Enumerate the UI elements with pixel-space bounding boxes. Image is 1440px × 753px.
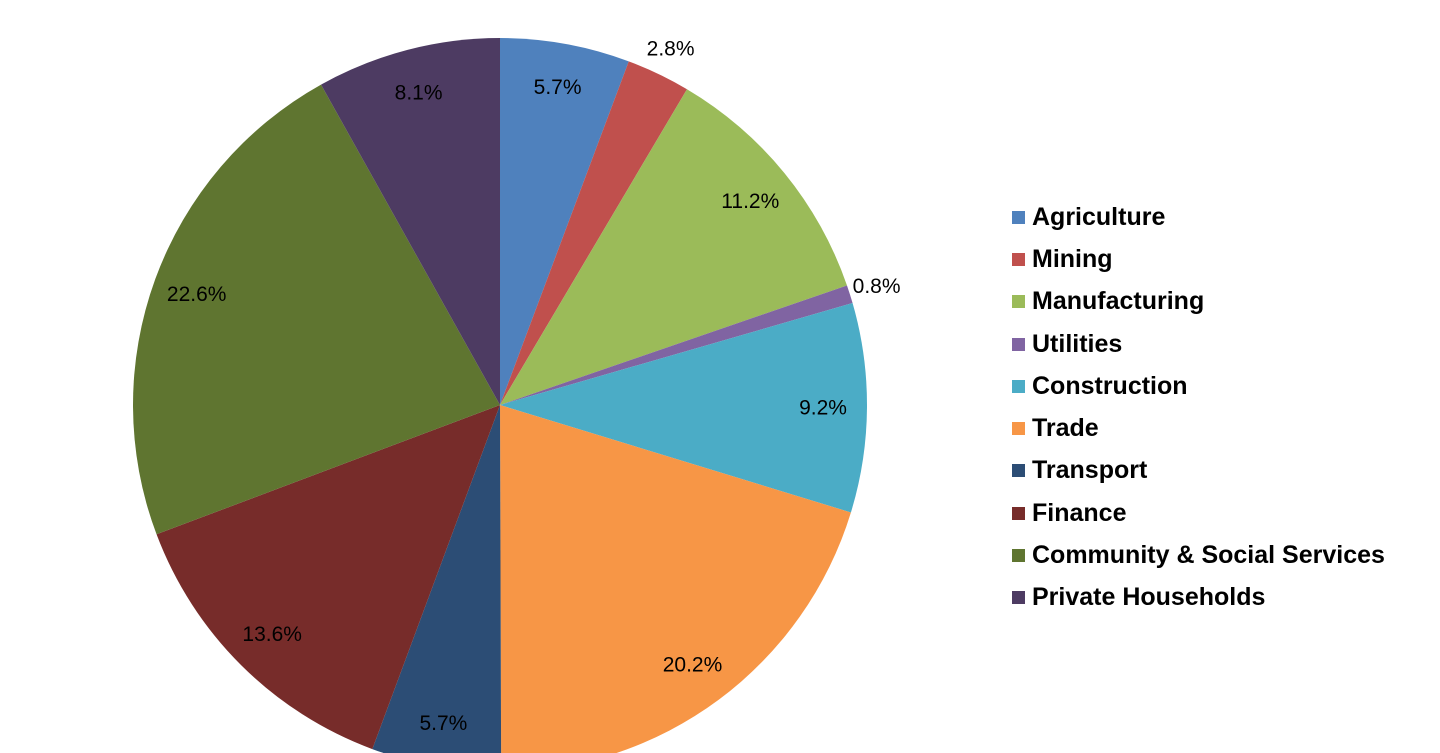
legend-item-trade: Trade bbox=[1012, 407, 1385, 449]
data-label: 22.6% bbox=[167, 283, 227, 306]
pie-slice-community-social-services bbox=[133, 84, 500, 535]
pie-slice-transport bbox=[372, 405, 502, 753]
pie-slice-construction bbox=[500, 303, 867, 513]
legend-item-private-households: Private Households bbox=[1012, 577, 1385, 619]
legend-swatch-icon bbox=[1012, 422, 1025, 436]
pie-slices bbox=[133, 38, 867, 753]
legend-item-mining: Mining bbox=[1012, 238, 1385, 280]
legend-swatch-icon bbox=[1012, 252, 1025, 266]
legend-swatch-icon bbox=[1012, 464, 1025, 478]
legend: Agriculture Mining Manufacturing Utiliti… bbox=[1012, 196, 1385, 619]
legend-item-agriculture: Agriculture bbox=[1012, 196, 1385, 238]
pie-slice-agriculture bbox=[500, 38, 629, 405]
pie-slice-private-households bbox=[321, 38, 500, 405]
pie-slice-manufacturing bbox=[500, 89, 847, 406]
data-label: 13.6% bbox=[242, 623, 302, 646]
data-label: 5.7% bbox=[534, 76, 582, 99]
legend-swatch-icon bbox=[1012, 295, 1025, 309]
data-label: 9.2% bbox=[799, 397, 847, 420]
legend-swatch-icon bbox=[1012, 591, 1025, 605]
legend-swatch-icon bbox=[1012, 549, 1025, 563]
pie-slice-utilities bbox=[500, 285, 853, 405]
data-label: 20.2% bbox=[663, 653, 723, 676]
legend-swatch-icon bbox=[1012, 506, 1025, 520]
pie-slice-trade bbox=[500, 405, 851, 753]
legend-item-manufacturing: Manufacturing bbox=[1012, 281, 1385, 323]
legend-swatch-icon bbox=[1012, 337, 1025, 351]
legend-item-finance: Finance bbox=[1012, 492, 1385, 534]
pie-slice-mining bbox=[500, 61, 687, 405]
legend-item-construction: Construction bbox=[1012, 365, 1385, 407]
legend-swatch-icon bbox=[1012, 379, 1025, 393]
data-label: 0.8% bbox=[853, 275, 901, 298]
legend-item-community-social-services: Community & Social Services bbox=[1012, 534, 1385, 576]
data-label: 5.7% bbox=[419, 712, 467, 735]
data-label: 2.8% bbox=[647, 38, 695, 61]
legend-item-transport: Transport bbox=[1012, 450, 1385, 492]
data-label: 11.2% bbox=[721, 190, 779, 213]
data-label: 8.1% bbox=[395, 82, 443, 105]
pie-data-labels: 5.7% 2.8% 11.2% 0.8% 9.2% 20.2% 5.7% 13.6% 22.6%… bbox=[167, 38, 901, 735]
pie-slice-finance bbox=[156, 405, 501, 750]
legend-swatch-icon bbox=[1012, 210, 1025, 224]
legend-item-utilities: Utilities bbox=[1012, 323, 1385, 365]
